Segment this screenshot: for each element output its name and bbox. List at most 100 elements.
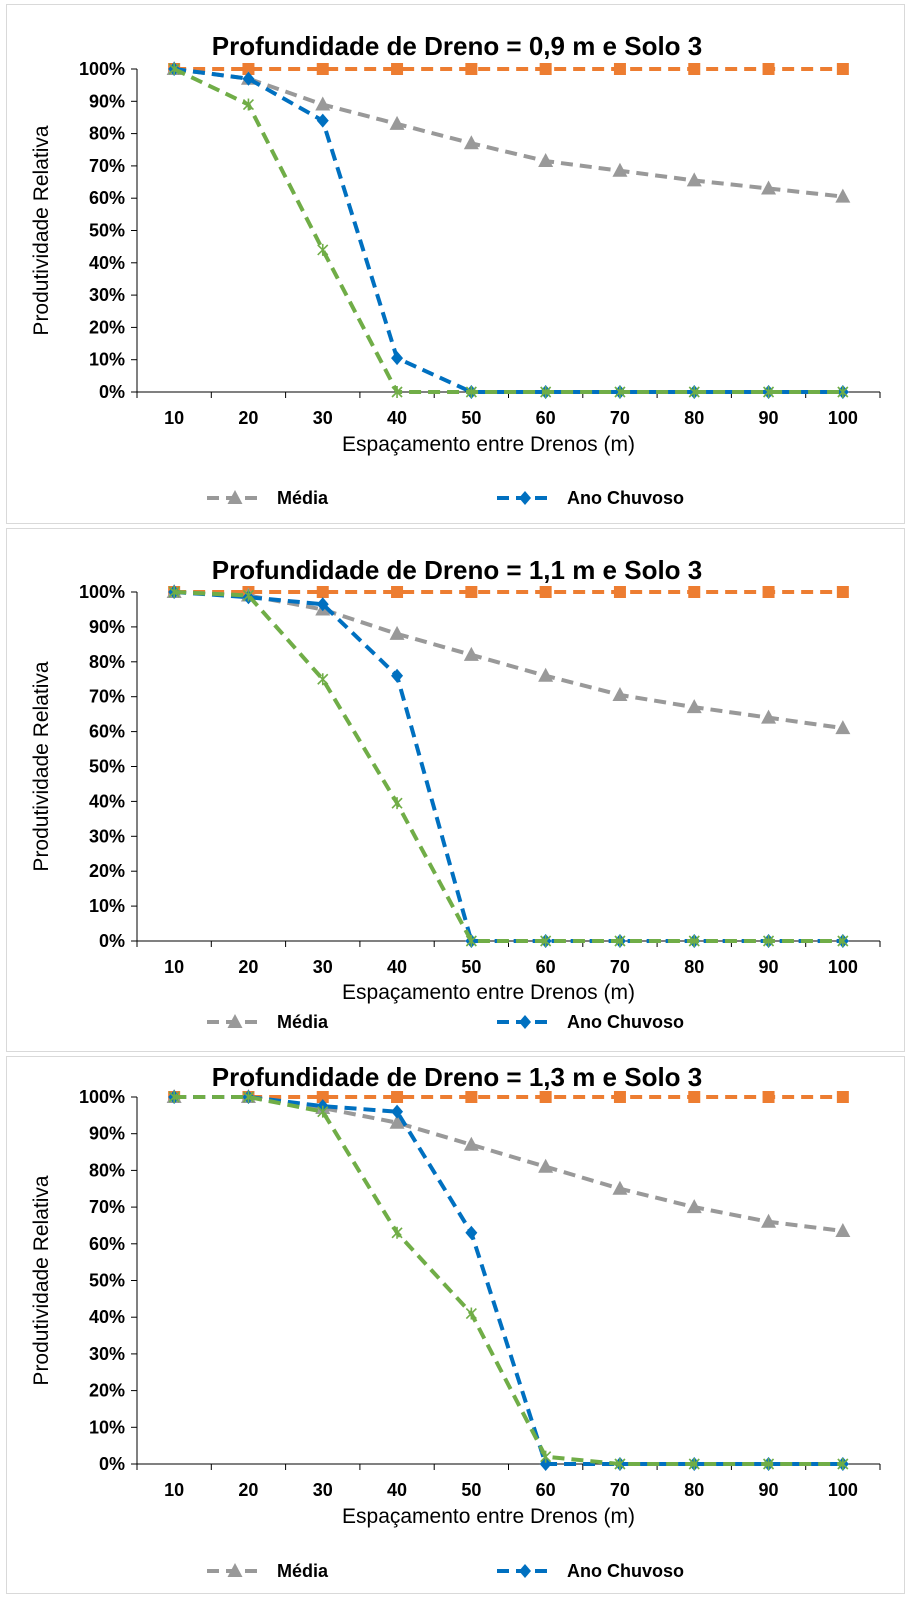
- data-point: [317, 1105, 329, 1118]
- data-point: [761, 1213, 777, 1228]
- data-point: [540, 935, 552, 947]
- data-point: [465, 1091, 478, 1103]
- data-point: [168, 586, 180, 598]
- y-axis-label: Produtividade Relativa: [30, 1175, 53, 1385]
- x-tick-label: 100: [828, 408, 858, 428]
- chart-svg-2: Profundidade de Dreno = 1,3 m e Solo 3 0%…: [30, 1062, 881, 1581]
- data-point: [389, 625, 405, 640]
- data-point: [762, 935, 775, 947]
- data-point: [835, 720, 851, 735]
- data-point: [242, 1091, 255, 1103]
- y-tick-label: 90%: [89, 91, 125, 111]
- y-tick-label: 0%: [99, 382, 125, 402]
- series-line: [174, 590, 844, 731]
- legend-label: Média: [277, 488, 329, 508]
- x-tick-label: 60: [536, 957, 556, 977]
- x-axis-label: Espaçamento entre Drenos (m): [342, 981, 635, 1004]
- x-tick-label: 20: [238, 1480, 258, 1500]
- y-tick-label: 40%: [89, 791, 125, 811]
- data-point: [614, 386, 626, 398]
- data-point: [538, 667, 554, 682]
- series-2: [168, 62, 849, 399]
- data-point: [762, 386, 775, 398]
- series-3: [168, 586, 849, 947]
- x-tick-label: 90: [759, 957, 779, 977]
- legend-marker: [227, 490, 243, 504]
- data-point: [465, 1307, 477, 1320]
- y-tick-label: 30%: [89, 1344, 125, 1364]
- legend-marker: [227, 1563, 243, 1577]
- data-point: [316, 597, 329, 612]
- data-point: [613, 63, 626, 75]
- y-axis-label: Produtividade Relativa: [30, 661, 53, 871]
- series-line: [173, 67, 843, 394]
- x-tick-label: 10: [164, 1480, 184, 1500]
- data-point: [389, 115, 405, 130]
- data-point: [539, 1091, 552, 1103]
- legend-item: Ano Chuvoso: [497, 488, 684, 508]
- legend-item: Média: [207, 488, 329, 508]
- series-0: [168, 586, 849, 598]
- data-point: [688, 63, 701, 75]
- x-tick-label: 70: [610, 1480, 630, 1500]
- data-point: [836, 63, 849, 75]
- data-point: [762, 1458, 775, 1470]
- legend-item: Média: [207, 1012, 329, 1032]
- y-tick-label: 50%: [89, 221, 125, 241]
- legend-marker: [227, 1014, 243, 1028]
- data-point: [465, 935, 477, 947]
- y-tick-label: 70%: [89, 1197, 125, 1217]
- y-tick-label: 60%: [89, 188, 125, 208]
- x-tick-label: 80: [684, 957, 704, 977]
- series-line: [174, 1095, 844, 1233]
- series-line: [174, 1095, 843, 1466]
- y-tick-label: 100%: [79, 59, 125, 79]
- series-2: [168, 585, 849, 948]
- data-point: [242, 589, 255, 602]
- y-tick-label: 20%: [89, 1381, 125, 1401]
- data-point: [538, 153, 554, 168]
- series-line: [174, 590, 843, 943]
- data-point: [391, 1104, 404, 1119]
- y-tick-label: 40%: [89, 1307, 125, 1327]
- data-point: [612, 1180, 628, 1195]
- series-2: [168, 1090, 849, 1471]
- x-tick-label: 70: [610, 957, 630, 977]
- data-point: [539, 63, 552, 75]
- data-point: [612, 162, 628, 177]
- x-tick-label: 40: [387, 408, 407, 428]
- legend-label: Média: [277, 1012, 329, 1032]
- legend-item: Ano Chuvoso: [497, 1012, 684, 1032]
- data-point: [168, 63, 180, 75]
- data-point: [761, 709, 777, 724]
- x-tick-label: 80: [684, 408, 704, 428]
- data-point: [316, 586, 329, 598]
- data-point: [686, 1199, 702, 1214]
- data-point: [614, 935, 626, 947]
- data-point: [316, 113, 329, 128]
- data-point: [539, 586, 552, 598]
- legend-label: Ano Chuvoso: [567, 1561, 684, 1581]
- series-3: [168, 63, 849, 398]
- legend-item: Ano Chuvoso: [497, 1561, 684, 1581]
- x-tick-label: 20: [238, 408, 258, 428]
- data-point: [688, 386, 700, 398]
- legend-label: Ano Chuvoso: [567, 1012, 684, 1032]
- data-point: [242, 71, 255, 86]
- data-point: [688, 1458, 700, 1470]
- data-point: [465, 586, 478, 598]
- y-tick-label: 20%: [89, 861, 125, 881]
- legend-marker: [519, 1015, 531, 1029]
- y-tick-label: 80%: [89, 124, 125, 144]
- data-point: [391, 668, 404, 683]
- data-point: [465, 1225, 478, 1240]
- data-point: [835, 188, 851, 203]
- chart-panel-0: Profundidade de Dreno = 0,9 m e Solo 3 0%…: [6, 4, 905, 524]
- data-point: [837, 386, 849, 398]
- y-tick-label: 70%: [89, 687, 125, 707]
- y-tick-label: 80%: [89, 1160, 125, 1180]
- data-point: [315, 96, 331, 111]
- data-point: [761, 180, 777, 195]
- x-tick-label: 30: [313, 957, 333, 977]
- chart-title: Profundidade de Dreno = 1,1 m e Solo 3: [212, 555, 703, 585]
